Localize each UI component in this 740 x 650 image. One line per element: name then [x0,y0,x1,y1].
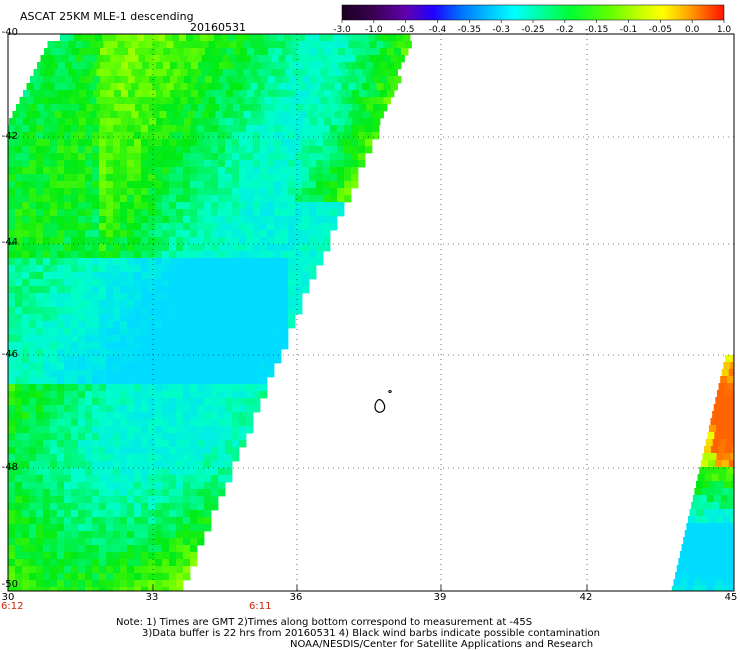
lat-label: -44 [1,237,18,248]
colorbar-tick-label: -0.4 [428,25,447,35]
island-outline [374,390,392,413]
lat-label: -40 [1,27,18,38]
note-line-2: 3)Data buffer is 22 hrs from 20160531 4)… [142,628,600,639]
colorbar-tick-label: -0.25 [521,25,545,35]
plot-frame [7,33,735,592]
colorbar-tick-label: -0.2 [556,25,574,35]
colorbar-tick-label: 0.0 [684,25,700,35]
colorbar-tick-label: -3.0 [333,25,351,35]
colorbar-tick-label: 1.0 [716,25,732,35]
map-title: ASCAT 25KM MLE-1 descending [20,10,194,23]
colorbar-tick-label: -0.5 [396,25,415,35]
lon-label: 30 [1,592,15,603]
map-date: 20160531 [190,21,246,34]
time-left: 6:12 [1,601,24,612]
colorbar-tick-label: -0.15 [585,25,609,35]
lon-label: 42 [579,592,593,603]
colorbar-tick-label: -1.0 [365,25,383,35]
note-line-1: Note: 1) Times are GMT 2)Times along bot… [116,617,533,628]
colorbar-tick-label: -0.3 [492,25,510,35]
colorbar-tick-label: -0.35 [457,25,481,35]
note-line-3: NOAA/NESDIS/Center for Satellite Applica… [290,639,594,650]
colorbar-tick-label: -0.05 [648,25,672,35]
lon-label: 36 [289,592,303,603]
colorbar [341,4,725,23]
lat-label: -48 [1,462,18,473]
ascat-swath-data [8,34,734,591]
lat-label: -42 [1,131,18,142]
time-mid: 6:11 [249,601,272,612]
lat-lon-grid [7,33,735,592]
lat-label: -46 [1,349,18,360]
colorbar-tick-label: -0.1 [619,25,638,35]
lon-label: 33 [145,592,159,603]
lon-label: 39 [433,592,447,603]
lon-label: 45 [724,592,738,603]
lat-label: -50 [1,579,18,590]
